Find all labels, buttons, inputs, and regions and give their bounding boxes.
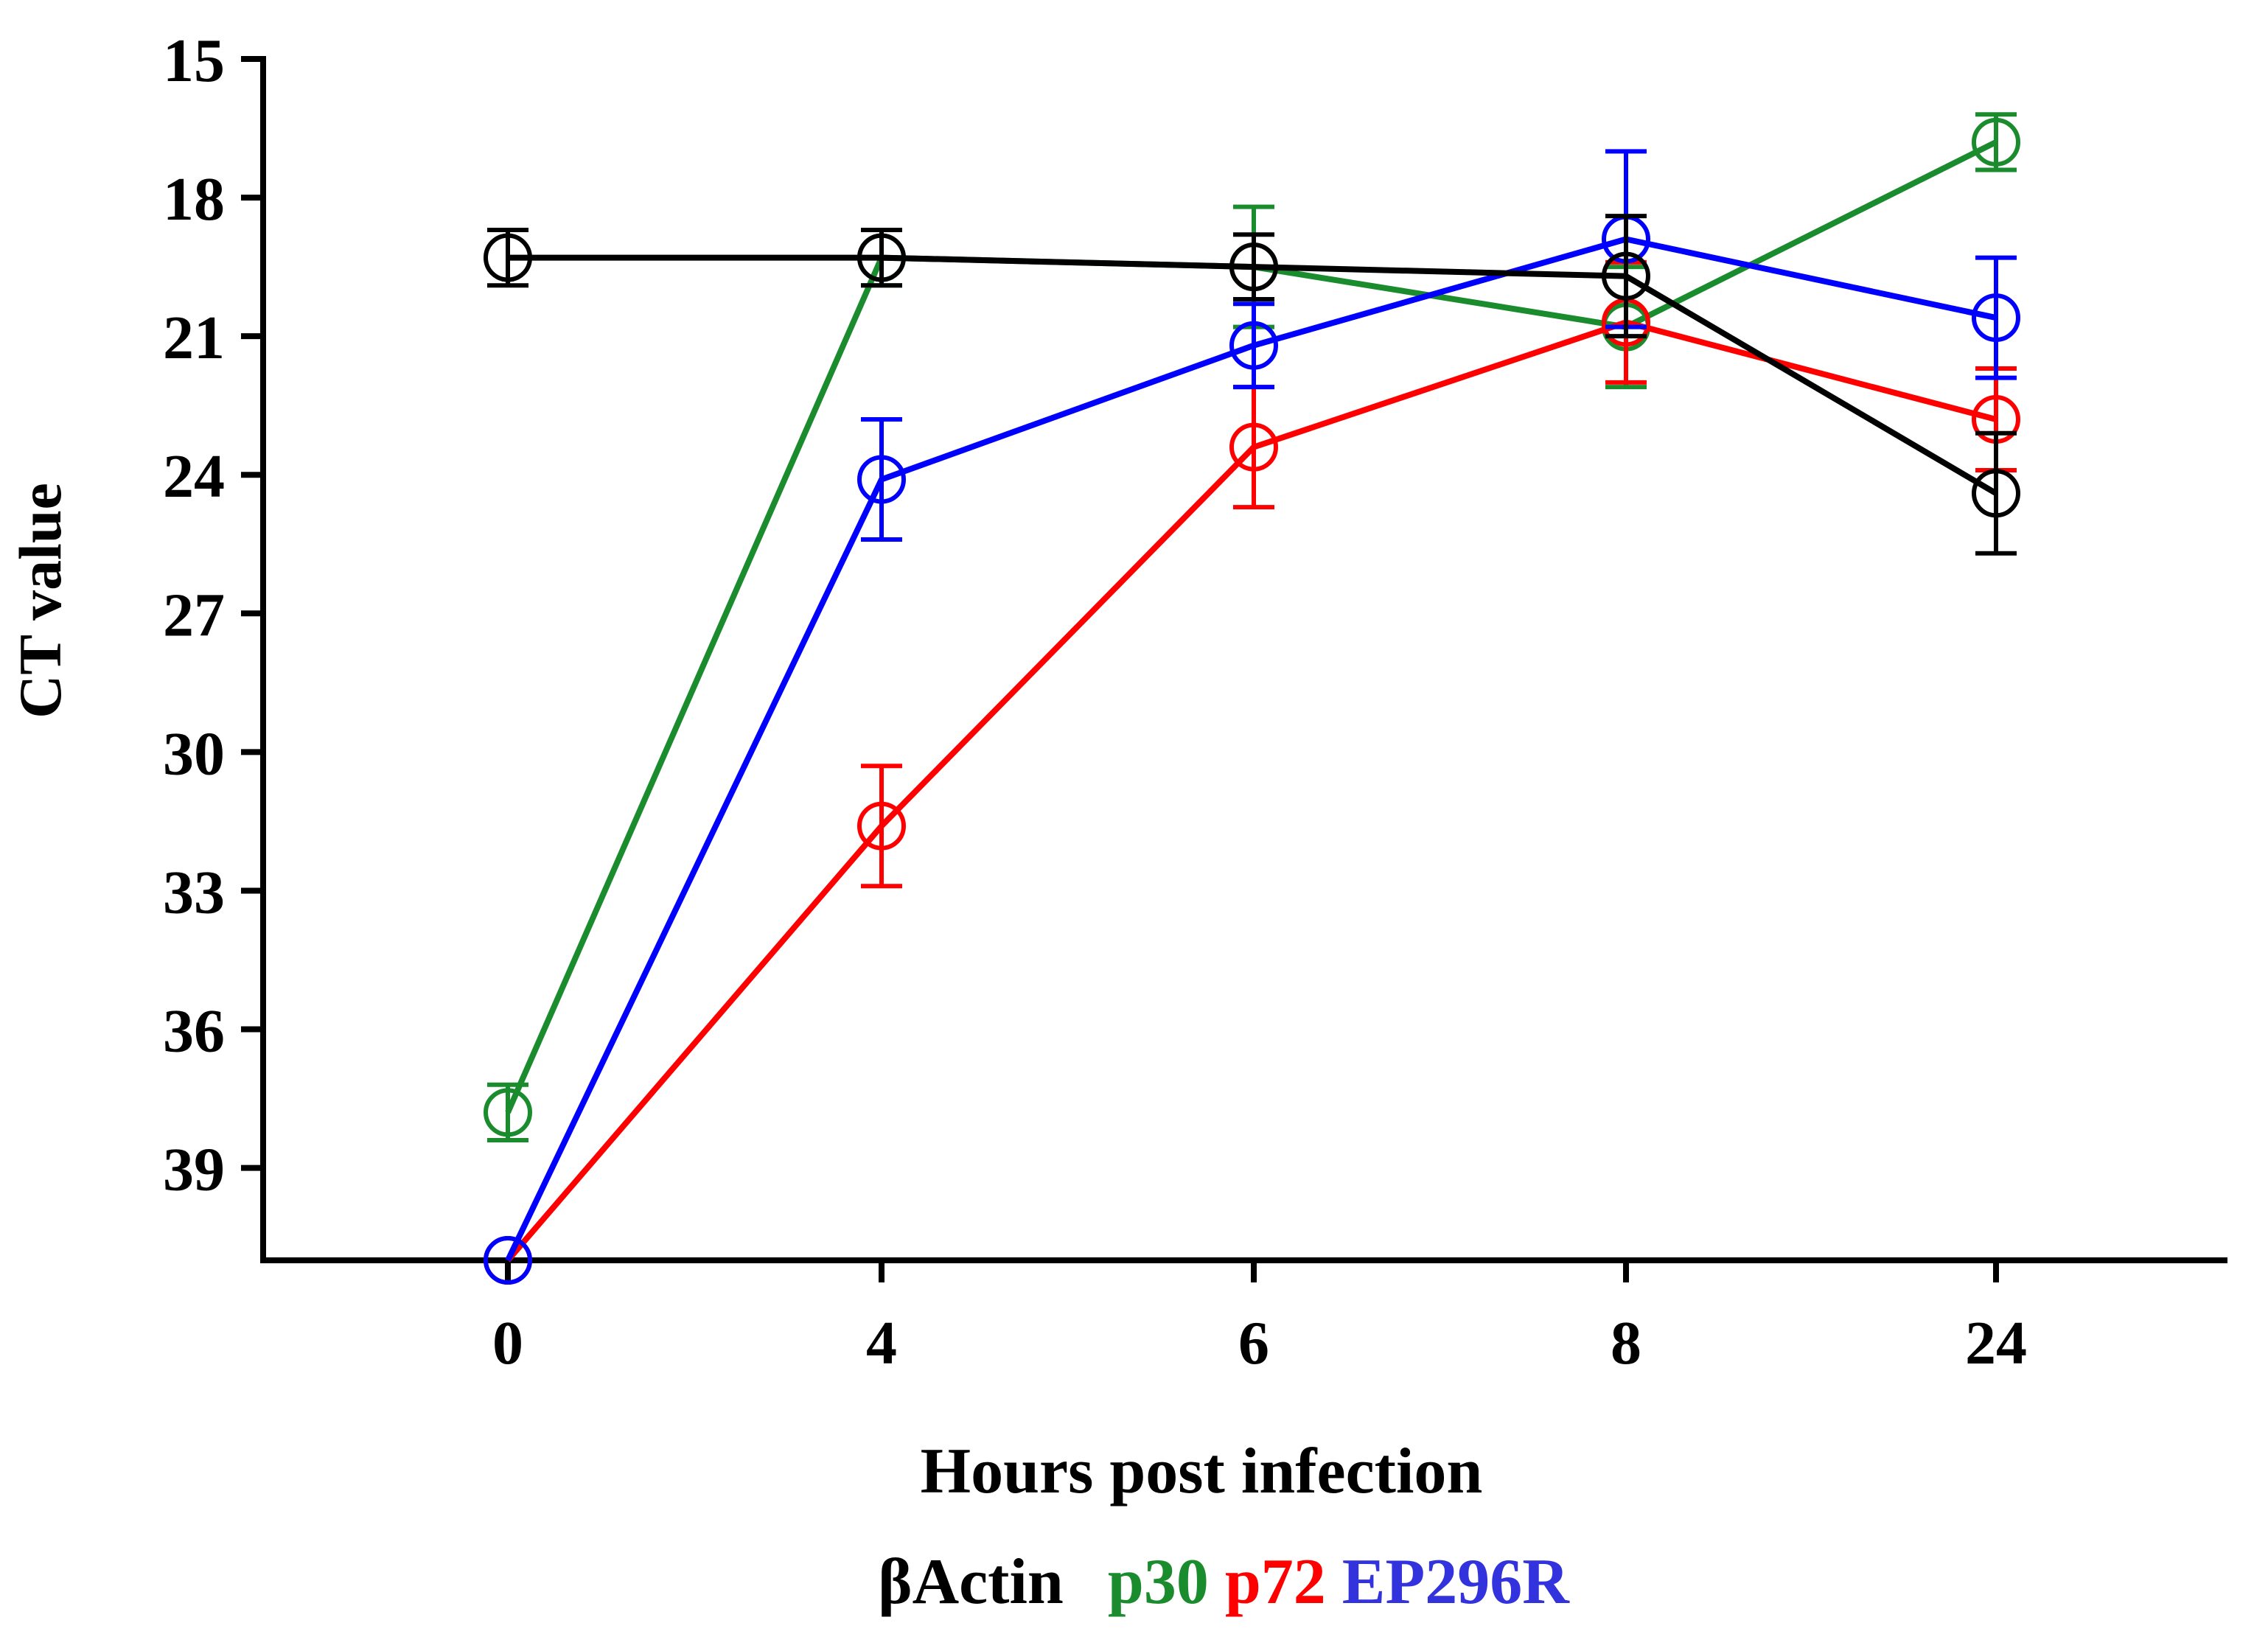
data-point: [1229, 242, 1278, 292]
x-tick-label: 24: [1965, 1309, 2027, 1378]
data-point: [484, 1236, 532, 1285]
legend: βActin p30 p72 EP296R: [878, 1546, 1570, 1618]
data-point: [857, 455, 906, 504]
legend-item: βActin: [878, 1546, 1064, 1618]
legend-item: p30: [1108, 1546, 1209, 1618]
data-point: [1229, 422, 1278, 472]
legend-item: EP296R: [1342, 1546, 1570, 1618]
data-point: [857, 233, 906, 282]
x-tick-label: 8: [1611, 1309, 1641, 1378]
y-tick-label: 15: [163, 27, 225, 95]
data-point: [857, 801, 906, 851]
data-point: [1972, 469, 2020, 518]
data-point: [1602, 251, 1650, 301]
series-p72: [484, 259, 2020, 1285]
x-tick-label: 6: [1238, 1309, 1269, 1378]
y-axis-label: CT value: [7, 483, 74, 719]
x-tick-label: 0: [492, 1309, 523, 1378]
y-tick-label: 27: [163, 581, 225, 649]
y-tick-label: 18: [163, 165, 225, 234]
x-axis-label: Hours post infection: [921, 1436, 1483, 1507]
series-layer: [484, 112, 2020, 1285]
y-tick-label: 39: [163, 1136, 225, 1204]
data-point: [1972, 293, 2020, 343]
data-point: [1229, 321, 1278, 370]
data-point: [484, 1088, 532, 1137]
data-point: [1972, 117, 2020, 167]
y-tick-label: 33: [163, 858, 225, 926]
y-tick-label: 21: [163, 304, 225, 372]
data-point: [484, 233, 532, 282]
series-βActin: [484, 214, 2020, 556]
x-tick-label: 4: [866, 1309, 897, 1378]
series-EP296R: [484, 149, 2020, 1285]
legend-item: p72: [1225, 1546, 1326, 1618]
y-tick-label: 30: [163, 719, 225, 788]
y-tick-label: 36: [163, 997, 225, 1066]
axes: 15 18 21 24 27 30 33 36 39 0 4 6 8 24: [163, 27, 2227, 1378]
y-tick-label: 24: [163, 442, 225, 511]
